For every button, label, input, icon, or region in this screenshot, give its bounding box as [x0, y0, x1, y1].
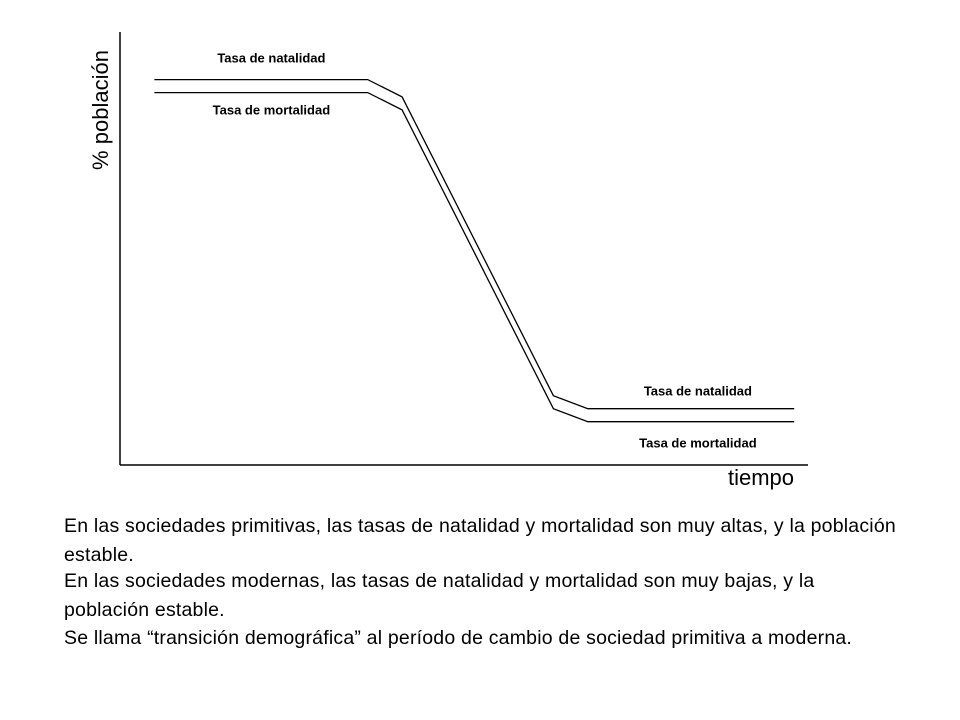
series-label-1: Tasa de mortalidad	[213, 102, 331, 117]
x-axis-title: tiempo	[728, 465, 794, 490]
chart: % población tiempo Tasa de natalidad Tasa…	[88, 32, 808, 490]
paragraph-modern-societies: En las sociedades modernas, las tasas de…	[64, 570, 815, 621]
paragraph-primitive-societies: En las sociedades primitivas, las tasas …	[64, 515, 896, 566]
series-label-3: Tasa de mortalidad	[639, 436, 757, 451]
paragraph-demographic-transition: Se llama “transición demográfica” al per…	[64, 627, 853, 649]
series-label-2: Tasa de natalidad	[644, 384, 752, 399]
series-label-0: Tasa de natalidad	[217, 50, 325, 65]
series-line-0	[154, 78, 795, 410]
y-axis-title: % población	[88, 50, 113, 170]
series-line-1	[154, 91, 795, 423]
